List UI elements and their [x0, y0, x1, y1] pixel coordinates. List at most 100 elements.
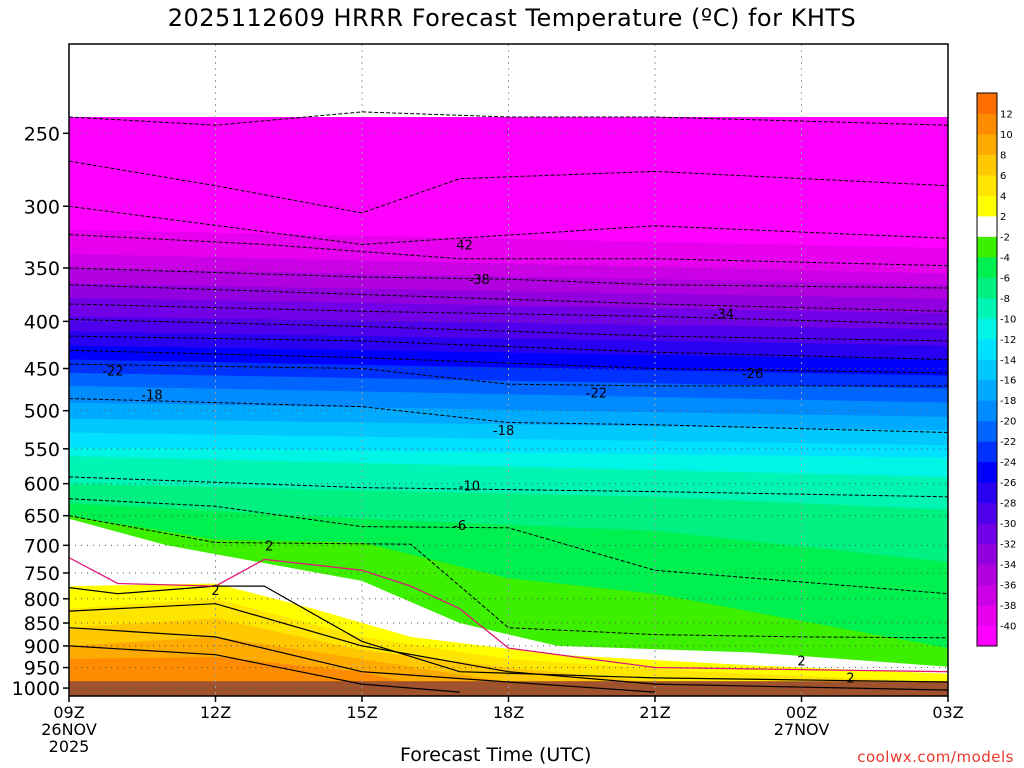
colorbar-label: 8	[1000, 150, 1006, 161]
colorbar-label: -20	[1000, 417, 1016, 428]
colorbar-swatch	[977, 420, 997, 442]
colorbar-swatch	[977, 236, 997, 258]
contour-line-solid	[69, 645, 460, 693]
temperature-bands	[69, 117, 948, 696]
colorbar-swatch	[977, 564, 997, 586]
colorbar-label: -36	[1000, 581, 1016, 592]
y-tick-label: 550	[24, 439, 60, 461]
contour-label: -22	[586, 387, 607, 402]
axes: 2503003504004505005506006507007508008509…	[12, 43, 964, 756]
contour-line	[69, 303, 948, 325]
contour-line-solid	[69, 627, 656, 693]
contour-line	[69, 160, 948, 214]
colorbar-swatch	[977, 605, 997, 627]
x-tick-label: 15Z	[346, 703, 377, 722]
grid-lines	[69, 44, 948, 696]
contour-label: -38	[469, 273, 490, 288]
colorbar-frame	[976, 92, 998, 647]
contour-line	[69, 515, 948, 639]
y-tick-label: 600	[24, 474, 60, 496]
freezing-line	[69, 557, 948, 673]
y-tick-label: 800	[24, 589, 60, 611]
colorbar-label: -28	[1000, 499, 1016, 510]
colorbar-label: -12	[1000, 335, 1016, 346]
contour-line	[69, 205, 948, 245]
colorbar-swatch	[977, 543, 997, 565]
contour-label: 2	[265, 539, 273, 554]
contour-label: -10	[459, 480, 480, 495]
colorbar-label: -10	[1000, 314, 1016, 325]
contour-label: 42	[456, 238, 473, 253]
contour-label: -18	[141, 388, 162, 403]
x-tick-label: 2025	[49, 737, 90, 756]
colorbar-label: 6	[1000, 171, 1006, 182]
x-axis-label: Forecast Time (UTC)	[400, 744, 592, 766]
colorbar-swatch	[977, 133, 997, 155]
colorbar-label: -6	[1000, 273, 1010, 284]
colorbar-label: -16	[1000, 376, 1016, 387]
x-tick-label: 09Z	[53, 703, 84, 722]
colorbar-swatch	[977, 584, 997, 606]
y-tick-label: 450	[24, 359, 60, 381]
contour-line	[69, 234, 948, 267]
contour-line	[69, 111, 948, 126]
colorbar-label: 2	[1000, 212, 1006, 223]
contour-label: -22	[102, 364, 123, 379]
y-tick-label: 700	[24, 535, 60, 557]
y-tick-label: 250	[24, 123, 60, 145]
colorbar-label: -14	[1000, 355, 1016, 366]
contour-line	[69, 398, 948, 433]
y-tick-label: 750	[24, 563, 60, 585]
colorbar-swatch	[977, 195, 997, 217]
colorbar-swatch	[977, 154, 997, 176]
colorbar-label: -38	[1000, 601, 1016, 612]
colorbar-label: -40	[1000, 622, 1016, 633]
y-tick-label: 950	[24, 658, 60, 680]
x-tick-label: 03Z	[932, 703, 963, 722]
contour-line	[69, 318, 948, 342]
y-tick-label: 850	[24, 613, 60, 635]
contour-label: 2	[797, 654, 805, 669]
x-tick-label: 18Z	[493, 703, 524, 722]
colorbar-swatch	[977, 174, 997, 196]
contour-line	[69, 498, 948, 595]
colorbar-label: -18	[1000, 396, 1016, 407]
colorbar-swatch	[977, 400, 997, 422]
colorbar-label: -24	[1000, 458, 1016, 469]
y-tick-label: 400	[24, 311, 60, 333]
x-tick-label: 26NOV	[41, 720, 97, 739]
colorbar: -40-38-36-34-32-30-28-26-24-22-20-18-16-…	[976, 92, 1016, 647]
colorbar-swatch	[977, 502, 997, 524]
x-tick-label: 12Z	[200, 703, 231, 722]
colorbar-swatch	[977, 318, 997, 340]
colorbar-swatch	[977, 441, 997, 463]
credit-text: coolwx.com/models	[857, 748, 1014, 766]
contour-label: 2	[211, 584, 219, 599]
y-tick-label: 1000	[12, 678, 60, 700]
contour-line-solid	[69, 603, 948, 691]
contour-line	[69, 349, 948, 374]
colorbar-swatch	[977, 338, 997, 360]
colorbar-swatch	[977, 256, 997, 278]
colorbar-swatch	[977, 379, 997, 401]
colorbar-swatch	[977, 482, 997, 504]
colorbar-swatch	[977, 215, 997, 237]
contour-lines	[69, 111, 948, 693]
colorbar-label: -26	[1000, 478, 1016, 489]
colorbar-label: -30	[1000, 519, 1016, 530]
x-tick-label: 00Z	[786, 703, 817, 722]
colorbar-swatch	[977, 93, 997, 114]
contour-line	[69, 363, 948, 387]
colorbar-swatch	[977, 297, 997, 319]
y-tick-label: 650	[24, 506, 60, 528]
ground-fill	[69, 681, 948, 696]
contour-line	[69, 476, 948, 498]
y-tick-label: 350	[24, 258, 60, 280]
colorbar-label: 12	[1000, 109, 1013, 120]
colorbar-swatch	[977, 523, 997, 545]
colorbar-label: -8	[1000, 294, 1010, 305]
y-tick-label: 500	[24, 401, 60, 423]
x-tick-label: 27NOV	[774, 720, 830, 739]
